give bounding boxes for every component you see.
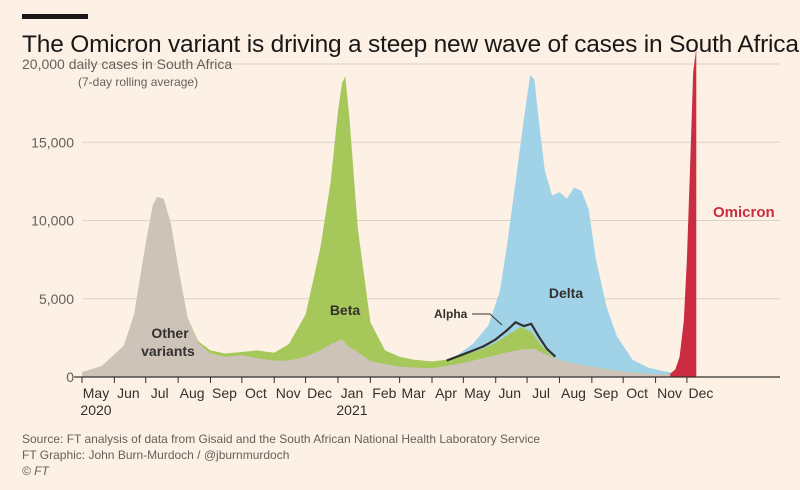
label-omicron: Omicron xyxy=(713,204,775,221)
y-tick-label: 5,000 xyxy=(39,291,74,307)
label-beta: Beta xyxy=(330,302,361,318)
x-tick-label: Mar xyxy=(402,385,426,401)
series-area-delta xyxy=(441,75,697,377)
alpha-leader-line xyxy=(472,313,503,326)
y-tick-label: 20,000 daily cases in South Africa xyxy=(22,56,232,72)
ft-header-bar xyxy=(22,14,88,19)
x-tick-label: Jan xyxy=(341,385,364,401)
series-areas xyxy=(82,48,697,378)
copyright: © FT xyxy=(22,464,49,478)
y-axis-subtitle: (7-day rolling average) xyxy=(78,75,198,89)
chart-title: The Omicron variant is driving a steep n… xyxy=(22,31,799,58)
x-tick-label: Dec xyxy=(307,385,332,401)
x-tick-label: Jul xyxy=(151,385,169,401)
graphic-credit: FT Graphic: John Burn-Murdoch / @jburnmu… xyxy=(22,448,290,462)
x-tick-label: May xyxy=(464,385,490,401)
annotations: Other variants Beta Alpha Delta Omicron xyxy=(141,204,775,359)
x-tick-label: Sep xyxy=(593,385,618,401)
x-tick-label: Nov xyxy=(657,385,682,401)
series-line-alpha xyxy=(446,321,557,362)
label-alpha: Alpha xyxy=(434,307,468,321)
x-tick-label: Dec xyxy=(688,385,713,401)
y-tick-label: 10,000 xyxy=(31,213,74,229)
label-delta: Delta xyxy=(549,285,583,301)
x-axis: May Jun Jul Aug Sep Oct Nov Dec Jan Feb Mar Apr May J… xyxy=(74,376,780,418)
gridlines xyxy=(82,63,780,300)
y-tick-label: 0 xyxy=(66,369,74,385)
chart-area: May Jun Jul Aug Sep Oct Nov Dec Jan Feb Mar Apr May J… xyxy=(22,48,780,418)
x-tick-label: Jun xyxy=(498,385,521,401)
label-other-variants-2: variants xyxy=(141,343,195,359)
source-note: Source: FT analysis of data from Gisaid … xyxy=(22,432,541,446)
x-tick-label: Sep xyxy=(212,385,237,401)
x-tick-label: Jul xyxy=(532,385,550,401)
x-tick-label: Aug xyxy=(561,385,586,401)
x-tick-label: Jun xyxy=(117,385,140,401)
footer: Source: FT analysis of data from Gisaid … xyxy=(22,431,540,479)
y-axis-labels: 0 5,000 10,000 15,000 20,000 daily cases in … xyxy=(22,56,232,385)
x-tick-label: May xyxy=(83,385,109,401)
x-tick-label: Aug xyxy=(180,385,205,401)
x-tick-label: Oct xyxy=(626,385,648,401)
series-lines xyxy=(446,321,557,362)
label-other-variants-1: Other xyxy=(151,325,189,341)
y-tick-label: 15,000 xyxy=(31,134,74,150)
series-area-other-variants xyxy=(82,197,697,377)
x-year-label: 2021 xyxy=(336,402,367,418)
x-tick-label: Feb xyxy=(372,385,396,401)
x-tick-label: Oct xyxy=(245,385,267,401)
x-tick-label: Nov xyxy=(276,385,301,401)
series-area-omicron xyxy=(670,48,697,378)
x-year-label: 2020 xyxy=(80,402,111,418)
x-tick-label: Apr xyxy=(435,385,457,401)
